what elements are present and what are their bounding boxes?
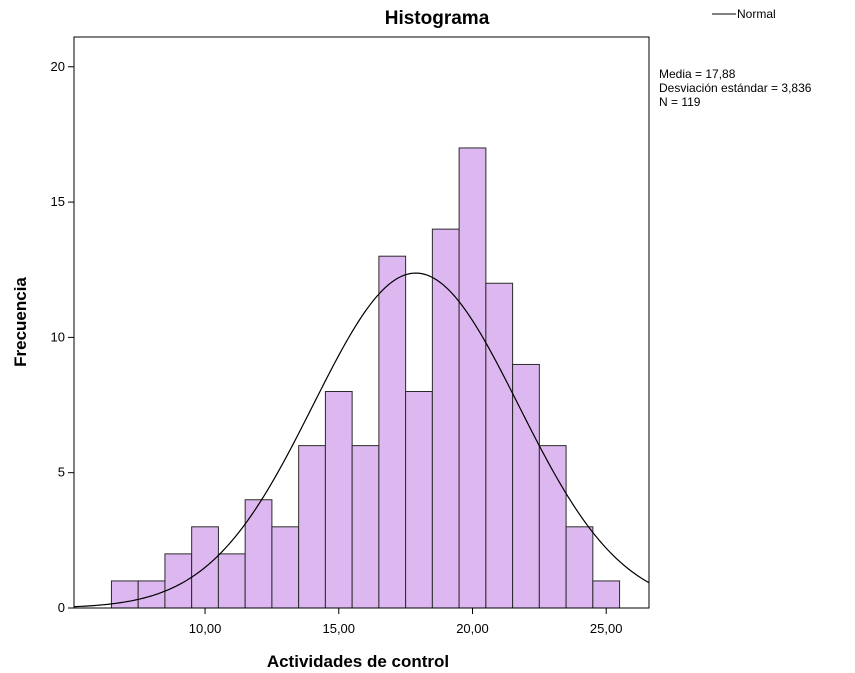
y-axis: 0 5 10 15 20 (51, 59, 74, 615)
histogram-bar (217, 553, 246, 609)
x-tick-label: 15,00 (322, 621, 355, 636)
chart-title: Histograma (385, 8, 490, 29)
legend: Normal (712, 7, 776, 21)
x-tick-label: 20,00 (456, 621, 489, 636)
y-tick-label: 10 (51, 329, 65, 344)
normal-curve-line (73, 272, 650, 608)
x-axis: 10,00 15,00 20,00 25,00 (189, 608, 623, 636)
stats-line: Desviación estándar = 3,836 (659, 81, 812, 95)
stats-line: Media = 17,88 (659, 67, 736, 81)
histogram-bar (592, 580, 621, 609)
histogram-bar (405, 391, 433, 609)
histogram-bar (324, 391, 353, 609)
stats-line: N = 119 (659, 95, 701, 109)
histogram-bar (164, 553, 193, 609)
histogram-bar (431, 228, 460, 609)
y-tick-label: 15 (51, 194, 65, 209)
histogram-bar (458, 147, 487, 609)
bars-group (110, 147, 621, 609)
histogram-bar (485, 282, 514, 609)
x-axis-label: Actividades de control (267, 652, 449, 671)
legend-label: Normal (737, 7, 776, 21)
y-tick-label: 5 (58, 465, 65, 480)
y-tick-label: 0 (58, 600, 65, 615)
x-tick-label: 10,00 (189, 621, 222, 636)
histogram-bar (565, 526, 594, 609)
plot-frame (73, 36, 650, 609)
histogram-bar (298, 445, 326, 609)
histogram-bar (351, 445, 380, 609)
histogram-bar (378, 255, 407, 609)
y-axis-label: Frecuencia (11, 277, 30, 367)
histogram-bar (244, 499, 273, 609)
stats-box: Media = 17,88 Desviación estándar = 3,83… (659, 67, 812, 109)
histogram-bar (271, 526, 300, 609)
x-tick-label: 25,00 (590, 621, 623, 636)
y-tick-label: 20 (51, 59, 65, 74)
histogram-bar (137, 580, 166, 609)
